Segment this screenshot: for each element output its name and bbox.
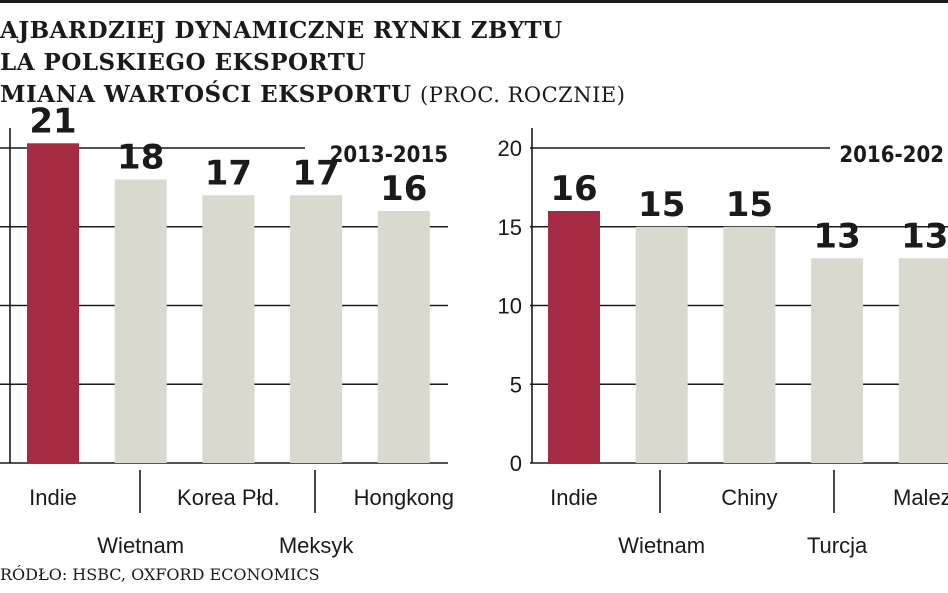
chart-subtitle: MIANA WARTOŚCI EKSPORTU	[0, 81, 412, 108]
bar	[635, 226, 688, 463]
y-tick-label: 0	[510, 451, 522, 476]
data-label: 17	[292, 153, 339, 193]
category-label: Meksyk	[279, 533, 355, 558]
category-label: Indie	[29, 485, 77, 510]
data-label: 16	[380, 169, 427, 209]
bar	[290, 195, 343, 463]
top-rule	[0, 0, 948, 3]
data-label: 18	[117, 138, 164, 178]
category-label: Korea Płd.	[177, 485, 280, 510]
bar	[377, 211, 430, 463]
category-label: Turcja	[807, 533, 868, 558]
bar	[548, 211, 600, 463]
category-label: Wietnam	[618, 533, 705, 558]
data-label: 15	[638, 185, 685, 225]
y-tick-label: 5	[510, 372, 522, 397]
data-label: 16	[550, 169, 597, 209]
bar	[114, 179, 167, 463]
category-label: Indie	[550, 485, 598, 510]
chart-title-line-2: LA POLSKIEGO EKSPORTU	[0, 49, 366, 76]
category-label: Wietnam	[97, 533, 184, 558]
data-label: 15	[726, 185, 773, 225]
chart-unit: (PROC. ROCZNIE)	[420, 83, 626, 107]
bar	[811, 258, 864, 463]
panel-title: 2013-2015	[330, 143, 448, 168]
category-label: Chiny	[721, 485, 777, 510]
data-label: 13	[813, 216, 860, 256]
y-tick-label: 20	[498, 136, 522, 161]
chart-title-line-1: AJBARDZIEJ DYNAMICZNE RYNKI ZBYTU	[0, 17, 563, 44]
data-label: 21	[29, 101, 76, 141]
data-label: 13	[901, 216, 948, 256]
source-note: RÓDŁO: HSBC, OXFORD ECONOMICS	[0, 565, 320, 584]
category-label: Malezj	[893, 485, 948, 510]
category-label: Hongkong	[354, 485, 454, 510]
bar	[723, 226, 776, 463]
y-tick-label: 15	[498, 215, 522, 240]
panel-title: 2016-202	[839, 143, 944, 168]
bar	[898, 258, 948, 463]
chart-title-line-3: MIANA WARTOŚCI EKSPORTU (PROC. ROCZNIE)	[0, 80, 625, 110]
data-label: 17	[205, 153, 252, 193]
y-tick-label: 10	[498, 294, 522, 319]
bar	[27, 143, 79, 463]
bar	[202, 195, 255, 463]
